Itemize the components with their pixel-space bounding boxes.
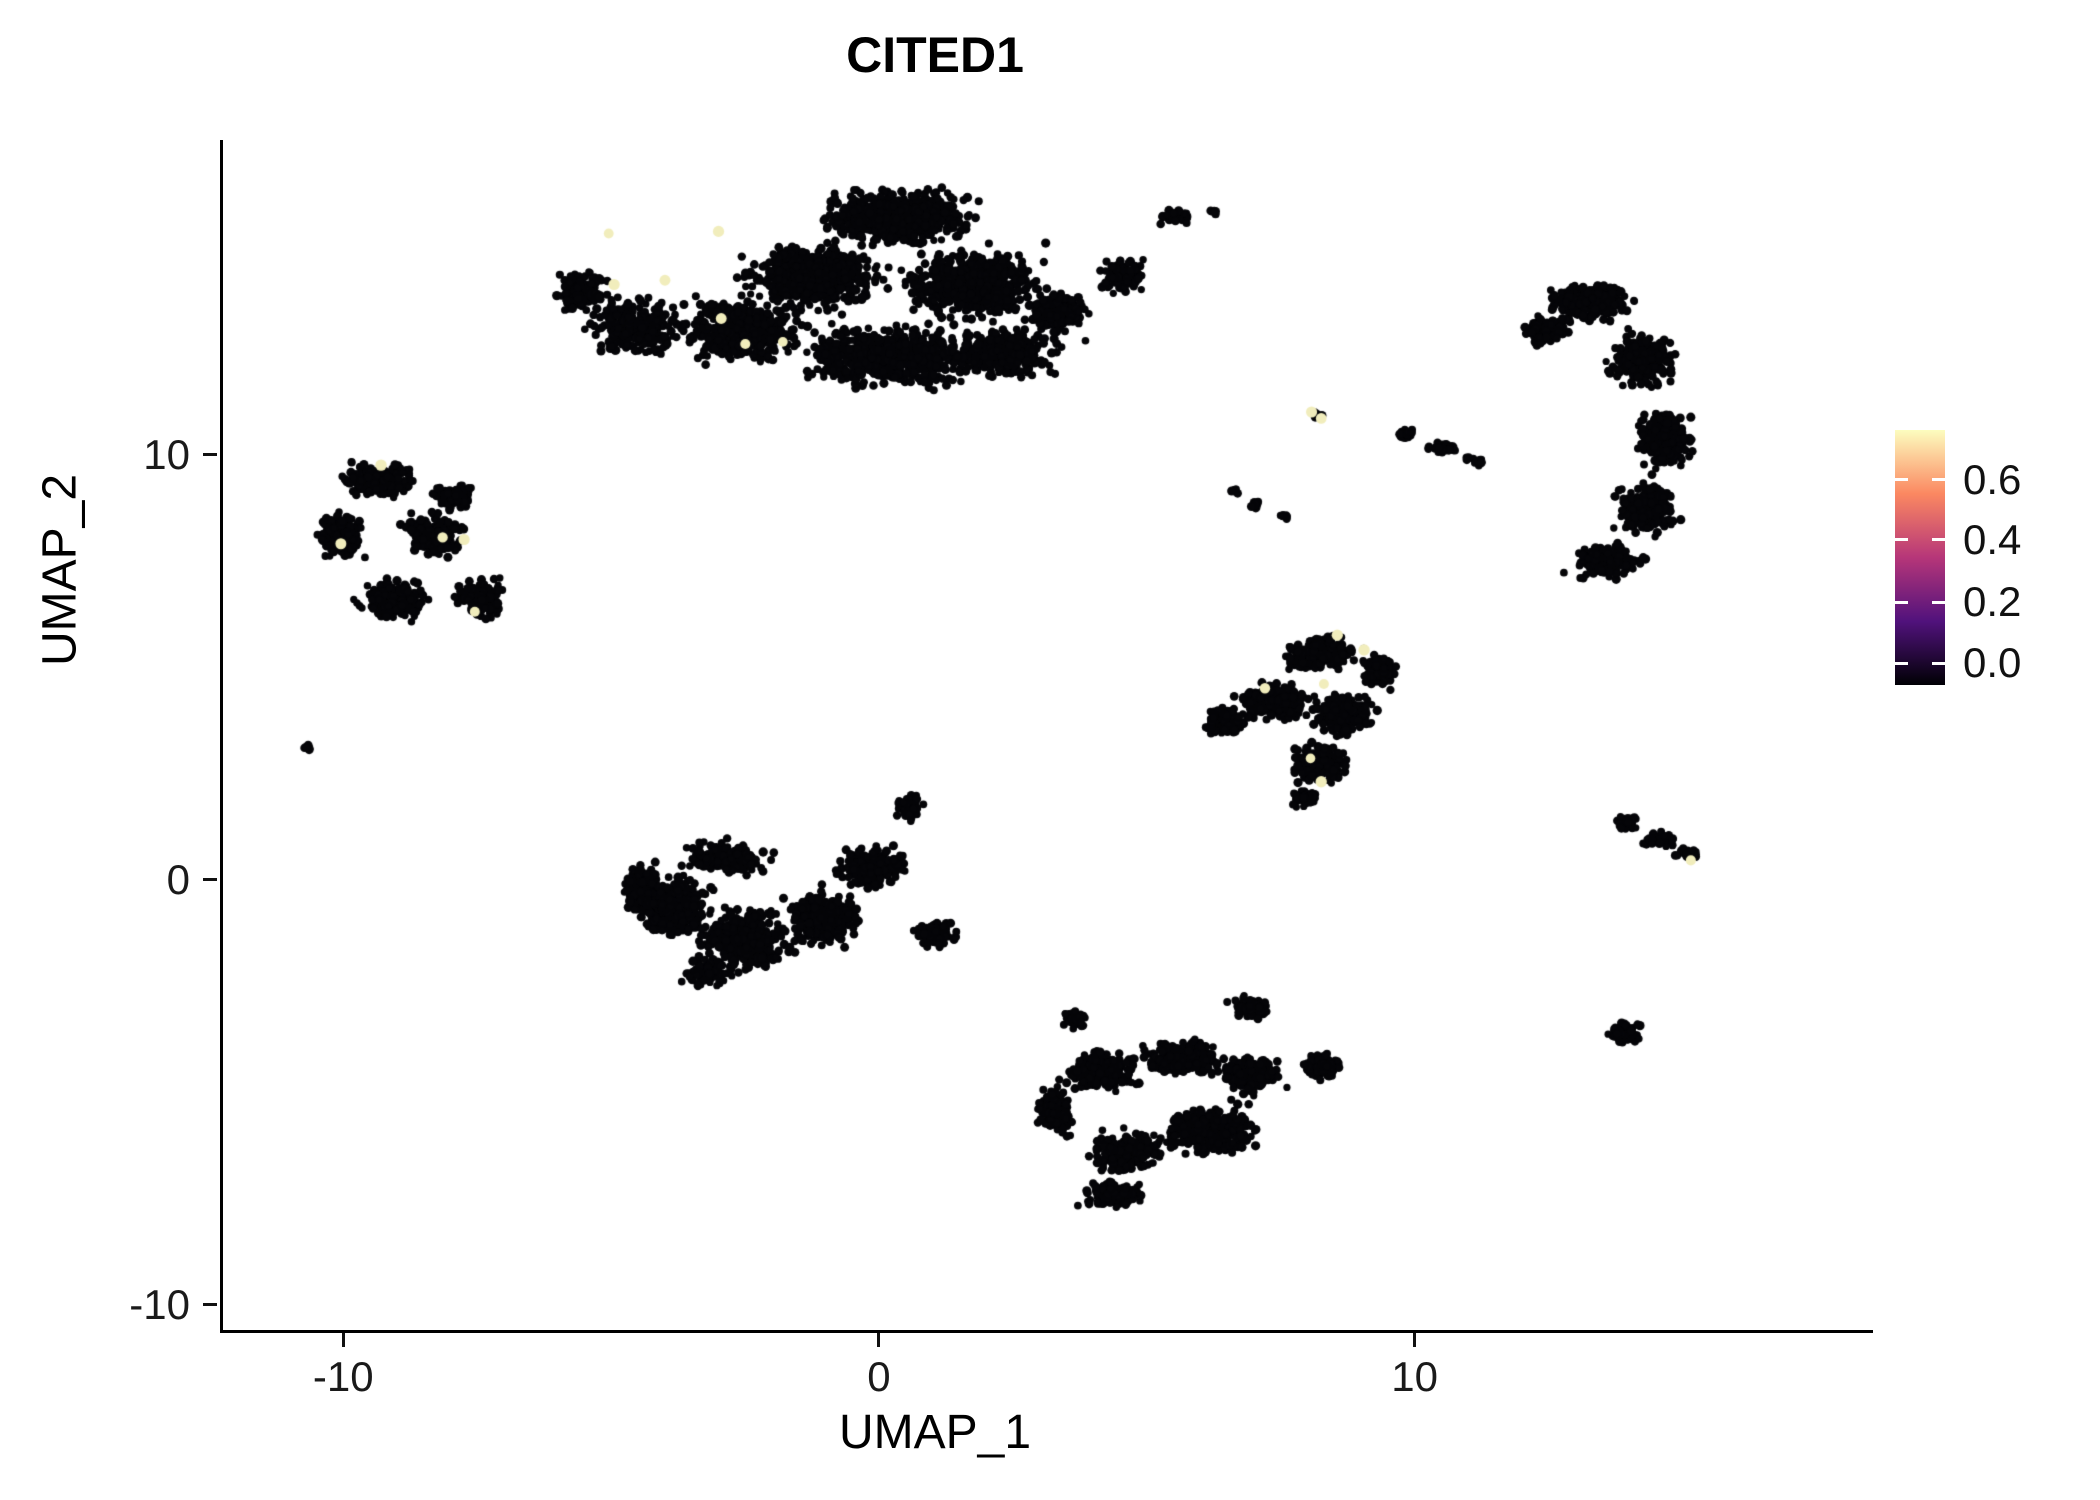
plot-panel: [220, 140, 1873, 1333]
colorbar-tick-label: 0.6: [1963, 455, 2022, 503]
colorbar-tick-mark: [1932, 600, 1945, 604]
colorbar-tick-mark: [1895, 538, 1908, 542]
colorbar-gradient: [1895, 430, 1945, 685]
y-tick-label: 0: [166, 855, 190, 903]
y-axis: 10 0 -10: [0, 140, 220, 1330]
y-tick-mark: [203, 453, 217, 456]
x-tick-label: -10: [312, 1353, 374, 1400]
colorbar-tick-label: 0.2: [1963, 578, 2022, 626]
colorbar-tick-mark: [1895, 478, 1908, 482]
colorbar-tick-mark: [1932, 478, 1945, 482]
colorbar-tick-mark: [1895, 661, 1908, 665]
colorbar-tick-mark: [1895, 600, 1908, 604]
colorbar-tick-mark: [1932, 538, 1945, 542]
x-axis-label: UMAP_1: [838, 1406, 1032, 1459]
x-tick-mark: [1413, 1333, 1417, 1347]
colorbar-legend: 0.0 0.2 0.4 0.6: [1895, 430, 2095, 710]
x-tick-label: 10: [1391, 1353, 1438, 1400]
y-tick-mark: [203, 878, 217, 881]
y-tick-mark: [203, 1303, 217, 1306]
y-tick-label: -10: [129, 1280, 190, 1328]
y-tick-label: 10: [143, 430, 190, 478]
y-axis-label: UMAP_2: [33, 473, 87, 667]
x-tick-label: 0: [867, 1353, 891, 1400]
x-axis: -10 0 10: [220, 1333, 1870, 1413]
colorbar-tick-label: 0.0: [1963, 639, 2022, 687]
colorbar-tick-mark: [1932, 661, 1945, 665]
x-tick-mark: [877, 1333, 881, 1347]
colorbar-tick-label: 0.4: [1963, 515, 2022, 563]
x-tick-mark: [341, 1333, 345, 1347]
plot-title: CITED1: [846, 27, 1024, 83]
umap-scatter-canvas: [223, 140, 1873, 1330]
